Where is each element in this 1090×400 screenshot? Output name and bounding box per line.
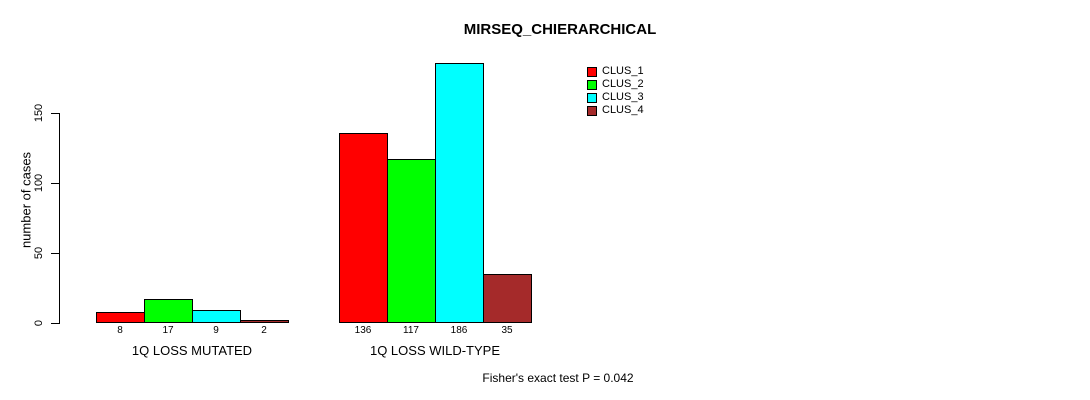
legend-entry: CLUS_2 xyxy=(587,78,644,91)
bar-clus_2-group1 xyxy=(144,299,193,323)
bar-value-label: 186 xyxy=(450,325,468,336)
legend-entry: CLUS_1 xyxy=(587,65,644,78)
bar-value-label: 35 xyxy=(501,325,513,336)
y-tick-label: 150 xyxy=(33,103,45,123)
bar-value-label: 2 xyxy=(261,325,267,336)
bar-clus_1-group1 xyxy=(96,312,145,323)
y-tick xyxy=(51,323,59,324)
bar-value-label: 9 xyxy=(213,325,219,336)
y-tick-label: 50 xyxy=(33,246,45,260)
x-category-label: 1Q LOSS WILD-TYPE xyxy=(369,343,501,358)
legend-swatch-icon xyxy=(587,79,597,90)
bar-value-label: 8 xyxy=(117,325,123,336)
bar-clus_3-group2 xyxy=(435,63,484,323)
fisher-test-annotation: Fisher's exact test P = 0.042 xyxy=(482,371,634,385)
y-tick xyxy=(51,113,59,114)
y-tick-label: 0 xyxy=(33,319,45,327)
y-tick xyxy=(51,253,59,254)
legend-label: CLUS_3 xyxy=(602,91,644,103)
y-axis-line xyxy=(59,113,60,324)
legend-swatch-icon xyxy=(587,105,597,116)
y-tick xyxy=(51,183,59,184)
y-axis-title: number of cases xyxy=(18,151,34,249)
bar-clus_1-group2 xyxy=(339,133,388,323)
legend-label: CLUS_4 xyxy=(602,104,644,116)
chart-title: MIRSEQ_CHIERARCHICAL xyxy=(463,21,657,38)
x-category-label: 1Q LOSS MUTATED xyxy=(131,343,253,358)
bar-clus_4-group2 xyxy=(483,274,532,323)
legend-swatch-icon xyxy=(587,92,597,103)
legend-label: CLUS_1 xyxy=(602,65,644,77)
bar-clus_2-group2 xyxy=(387,159,436,323)
legend-label: CLUS_2 xyxy=(602,78,644,90)
legend: CLUS_1 CLUS_2 CLUS_3 CLUS_4 xyxy=(587,65,644,117)
legend-swatch-icon xyxy=(587,66,597,77)
y-tick-label: 100 xyxy=(33,173,45,193)
bar-clus_4-group1 xyxy=(240,320,289,323)
bar-value-label: 117 xyxy=(403,325,419,336)
bar-value-label: 17 xyxy=(162,325,174,336)
legend-entry: CLUS_4 xyxy=(587,104,644,117)
legend-entry: CLUS_3 xyxy=(587,91,644,104)
bar-clus_3-group1 xyxy=(192,310,241,323)
bar-value-label: 136 xyxy=(354,325,372,336)
